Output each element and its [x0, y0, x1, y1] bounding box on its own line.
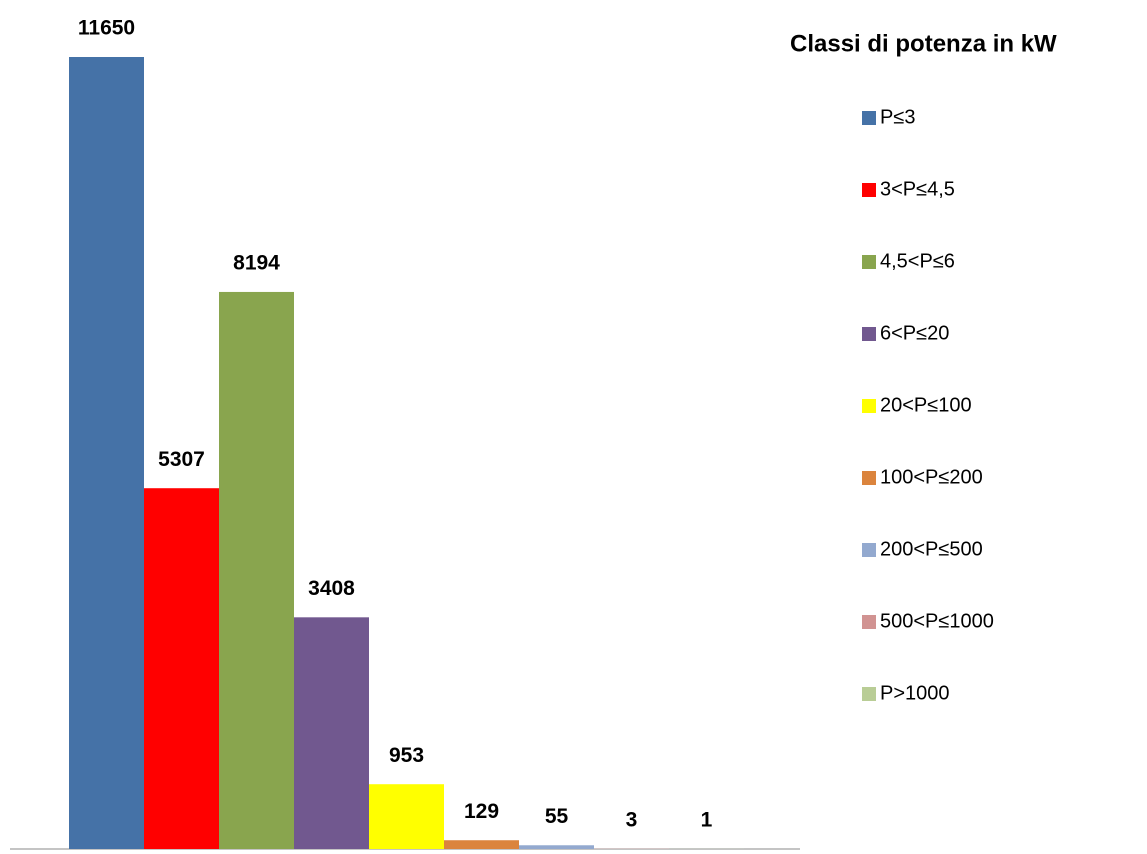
legend-swatch — [862, 111, 876, 125]
legend-label: 500<P≤1000 — [880, 610, 994, 632]
bar — [444, 840, 519, 849]
value-label: 953 — [389, 744, 424, 767]
legend-label: 100<P≤200 — [880, 466, 983, 488]
legend-swatch — [862, 255, 876, 269]
legend-swatch — [862, 615, 876, 629]
legend-label: P>1000 — [880, 682, 950, 704]
legend-title: Classi di potenza in kW — [790, 30, 1057, 57]
legend-swatch — [862, 327, 876, 341]
legend-swatch — [862, 399, 876, 413]
bar — [69, 57, 144, 849]
legend-swatch — [862, 183, 876, 197]
value-label: 3 — [626, 808, 638, 831]
legend-label: 4,5<P≤6 — [880, 250, 955, 272]
legend-swatch — [862, 471, 876, 485]
bar — [369, 784, 444, 849]
value-label: 55 — [545, 805, 569, 828]
legend-label: 20<P≤100 — [880, 394, 972, 416]
value-label: 11650 — [78, 17, 135, 40]
legend-label: 3<P≤4,5 — [880, 178, 955, 200]
legend-swatch — [862, 687, 876, 701]
legend-swatch — [862, 543, 876, 557]
legend-label: P≤3 — [880, 106, 915, 128]
value-label: 5307 — [158, 448, 205, 471]
bar — [219, 291, 294, 849]
value-label: 8194 — [233, 251, 280, 274]
bar — [519, 845, 594, 849]
bar — [144, 488, 219, 849]
value-label: 129 — [464, 800, 499, 823]
legend-label: 6<P≤20 — [880, 322, 949, 344]
legend-label: 200<P≤500 — [880, 538, 983, 560]
bar — [294, 617, 369, 849]
value-label: 3408 — [308, 577, 355, 600]
value-label: 1 — [701, 808, 713, 831]
